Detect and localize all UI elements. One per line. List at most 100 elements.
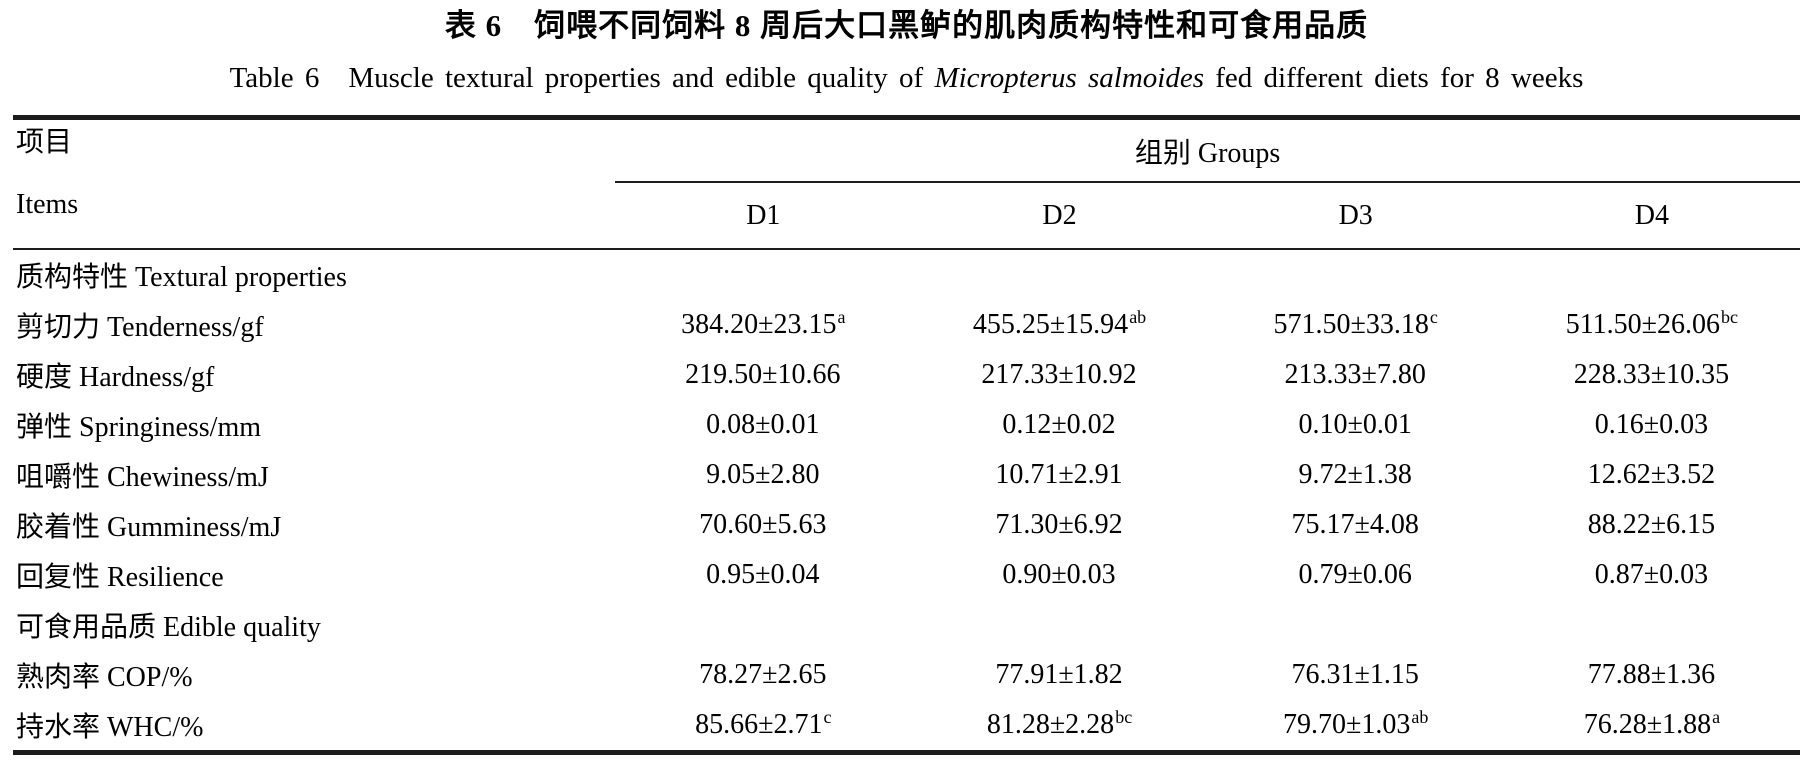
row-label: 硬度 Hardness/gf — [16, 362, 215, 393]
value-text: 9.05±2.80 — [706, 459, 820, 490]
value-cell: 0.87±0.03 — [1504, 550, 1800, 600]
column-header-d3: D3 — [1207, 182, 1504, 250]
table-container: 项目 Items 组别 Groups D1 D2 D3 D4 质构特性 Text… — [13, 115, 1800, 755]
column-header-d4: D4 — [1503, 182, 1800, 250]
row-label: 持水率 WHC/% — [16, 712, 204, 743]
value-cell: 0.95±0.04 — [615, 550, 911, 600]
table-row-whc: 持水率 WHC/% 85.66±2.71c 81.28±2.28bc 79.70… — [13, 700, 1800, 753]
value-text: 384.20±23.15 — [681, 309, 837, 340]
groups-header-cell: 组别 Groups — [615, 117, 1800, 183]
value-cell: 81.28±2.28bc — [911, 700, 1207, 753]
table-body: 质构特性 Textural properties 剪切力 Tenderness/… — [13, 249, 1800, 753]
table-row-resilience: 回复性 Resilience 0.95±0.04 0.90±0.03 0.79±… — [13, 550, 1800, 600]
value-cell: 384.20±23.15a — [615, 300, 911, 350]
value-text: 75.17±4.08 — [1291, 509, 1419, 540]
value-cell: 77.88±1.36 — [1504, 650, 1800, 700]
value-cell: 0.08±0.01 — [615, 400, 911, 450]
value-cell: 88.22±6.15 — [1504, 500, 1800, 550]
value-cell: 455.25±15.94ab — [911, 300, 1207, 350]
value-text: 76.28±1.88 — [1583, 709, 1712, 740]
table-row-tenderness: 剪切力 Tenderness/gf 384.20±23.15a 455.25±1… — [13, 300, 1800, 350]
row-label: 弹性 Springiness/mm — [16, 412, 262, 443]
value-cell: 77.91±1.82 — [911, 650, 1207, 700]
section-row-textural: 质构特性 Textural properties — [13, 249, 1800, 300]
row-label: 熟肉率 COP/% — [16, 662, 193, 693]
value-text: 12.62±3.52 — [1587, 459, 1716, 490]
value-superscript: c — [1429, 306, 1438, 327]
value-text: 0.87±0.03 — [1594, 559, 1709, 590]
value-text: 88.22±6.15 — [1587, 509, 1716, 540]
row-label: 回复性 Resilience — [16, 562, 224, 593]
value-cell: 219.50±10.66 — [615, 350, 911, 400]
value-cell: 85.66±2.71c — [615, 700, 911, 753]
section-label: 质构特性 Textural properties — [16, 262, 347, 293]
value-superscript: a — [1712, 706, 1721, 727]
value-text: 511.50±26.06 — [1565, 309, 1721, 340]
value-text: 85.66±2.71 — [695, 709, 823, 740]
value-superscript: ab — [1129, 306, 1147, 327]
value-cell: 0.90±0.03 — [911, 550, 1207, 600]
table-row-gumminess: 胶着性 Gumminess/mJ 70.60±5.63 71.30±6.92 7… — [13, 500, 1800, 550]
muscle-quality-table: 项目 Items 组别 Groups D1 D2 D3 D4 质构特性 Text… — [13, 115, 1800, 755]
value-superscript: c — [823, 706, 832, 727]
value-text: 228.33±10.35 — [1573, 359, 1730, 390]
value-cell: 70.60±5.63 — [615, 500, 911, 550]
table-title-en-suffix: fed different diets for 8 weeks — [1203, 62, 1584, 94]
value-cell: 213.33±7.80 — [1208, 350, 1504, 400]
value-cell: 0.79±0.06 — [1208, 550, 1504, 600]
items-label-zh: 项目 — [16, 127, 73, 158]
value-text: 0.79±0.06 — [1298, 559, 1412, 590]
table-title-en-prefix: Table 6 Muscle textural properties and e… — [229, 62, 935, 94]
value-cell: 228.33±10.35 — [1504, 350, 1800, 400]
value-superscript: ab — [1411, 706, 1429, 727]
value-cell: 0.12±0.02 — [911, 400, 1207, 450]
value-cell: 12.62±3.52 — [1504, 450, 1800, 500]
value-text: 71.30±6.92 — [995, 509, 1123, 540]
column-header-d2: D2 — [911, 182, 1208, 250]
value-text: 0.16±0.03 — [1594, 409, 1709, 440]
section-label: 可食用品质 Edible quality — [16, 612, 321, 643]
row-label: 胶着性 Gumminess/mJ — [16, 512, 282, 543]
value-text: 217.33±10.92 — [981, 359, 1137, 390]
value-cell: 571.50±33.18c — [1208, 300, 1504, 350]
value-cell: 0.16±0.03 — [1504, 400, 1800, 450]
items-label-en: Items — [16, 189, 79, 220]
value-cell: 0.10±0.01 — [1208, 400, 1504, 450]
table-title-zh: 表 6 饲喂不同饲料 8 周后大口黑鲈的肌肉质构特性和可食用品质 — [444, 8, 1369, 43]
value-cell: 71.30±6.92 — [911, 500, 1207, 550]
value-text: 10.71±2.91 — [995, 459, 1123, 490]
species-name-italic: Micropterus salmoides — [934, 62, 1204, 94]
value-text: 455.25±15.94 — [972, 309, 1129, 340]
table-row-springiness: 弹性 Springiness/mm 0.08±0.01 0.12±0.02 0.… — [13, 400, 1800, 450]
value-cell: 76.28±1.88a — [1504, 700, 1800, 753]
value-text: 0.90±0.03 — [1002, 559, 1116, 590]
table-header: 项目 Items 组别 Groups D1 D2 D3 D4 — [13, 117, 1800, 250]
value-superscript: a — [837, 306, 846, 327]
value-cell: 75.17±4.08 — [1208, 500, 1504, 550]
value-text: 9.72±1.38 — [1298, 459, 1412, 490]
value-text: 0.12±0.02 — [1002, 409, 1116, 440]
items-header-cell: 项目 Items — [13, 117, 616, 250]
column-header-d1: D1 — [615, 182, 912, 250]
header-row-groups: 项目 Items 组别 Groups — [13, 117, 1800, 250]
table-row-hardness: 硬度 Hardness/gf 219.50±10.66 217.33±10.92… — [13, 350, 1800, 400]
value-cell: 9.72±1.38 — [1208, 450, 1504, 500]
value-text: 81.28±2.28 — [986, 709, 1115, 740]
value-cell: 79.70±1.03ab — [1208, 700, 1504, 753]
value-text: 0.08±0.01 — [706, 409, 820, 440]
value-cell: 217.33±10.92 — [911, 350, 1207, 400]
value-cell: 10.71±2.91 — [911, 450, 1207, 500]
value-text: 0.95±0.04 — [706, 559, 820, 590]
value-text: 78.27±2.65 — [699, 659, 827, 690]
value-text: 219.50±10.66 — [685, 359, 841, 390]
value-superscript: bc — [1115, 706, 1133, 727]
value-cell: 9.05±2.80 — [615, 450, 911, 500]
row-label: 剪切力 Tenderness/gf — [16, 312, 264, 343]
table-title-en: Table 6 Muscle textural properties and e… — [0, 60, 1813, 96]
section-row-edible: 可食用品质 Edible quality — [13, 600, 1800, 650]
value-text: 213.33±7.80 — [1284, 359, 1426, 390]
value-text: 79.70±1.03 — [1283, 709, 1411, 740]
value-cell: 76.31±1.15 — [1208, 650, 1504, 700]
value-superscript: bc — [1721, 306, 1739, 327]
